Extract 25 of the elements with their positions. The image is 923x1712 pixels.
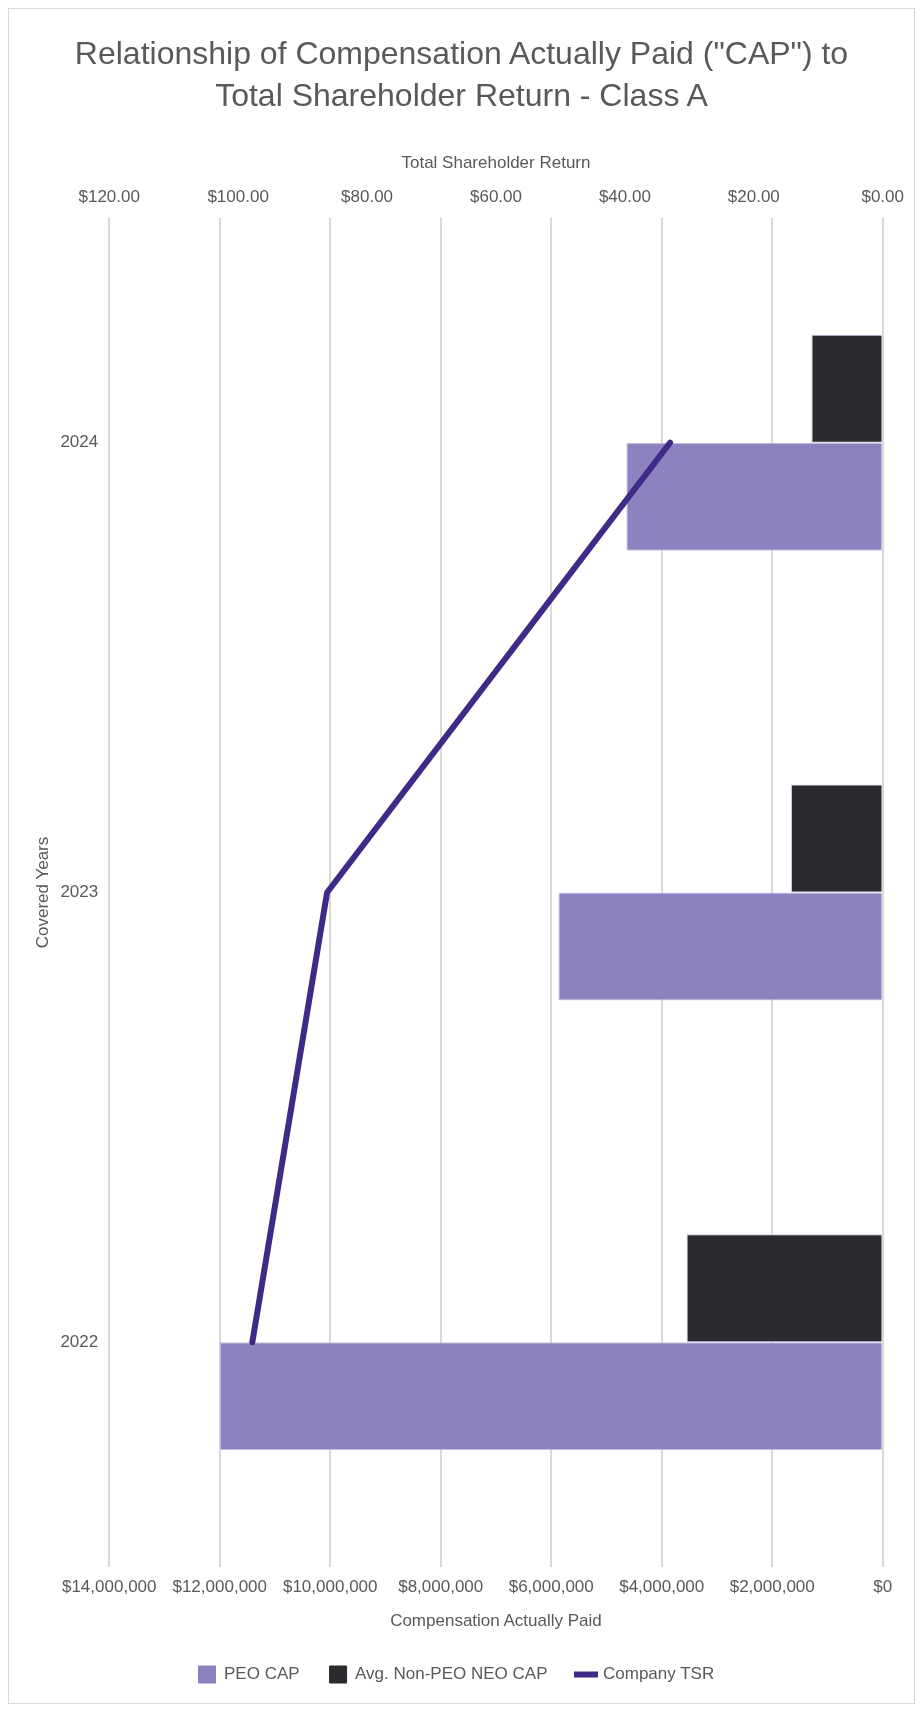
- x-tick-label: $6,000,000: [508, 1577, 594, 1597]
- x-tick-label: $4,000,000: [619, 1577, 705, 1597]
- x-tick-label: $0: [873, 1577, 893, 1597]
- y-tick-label: 2022: [60, 1331, 99, 1351]
- y-tick-label: 2024: [60, 432, 99, 452]
- x-tick-label: $12,000,000: [172, 1577, 267, 1597]
- legend-label: Avg. Non-PEO NEO CAP: [355, 1664, 548, 1684]
- x2-tick-label: $20.00: [727, 187, 780, 207]
- x2-tick-label: $120.00: [78, 187, 140, 207]
- legend-label: PEO CAP: [224, 1664, 300, 1684]
- x-tick-label: $2,000,000: [729, 1577, 815, 1597]
- x2-tick-label: $60.00: [469, 187, 522, 207]
- x-tick-label: $10,000,000: [282, 1577, 378, 1597]
- chart-title: Relationship of Compensation Actually Paid ("CAP") to Total Shareholder Return - Class A: [73, 34, 850, 115]
- x2-tick-label: $0.00: [861, 187, 904, 207]
- y-axis-title: Covered Years: [32, 836, 52, 949]
- y-tick-label: 2023: [60, 882, 99, 902]
- x2-tick-label: $80.00: [341, 187, 394, 207]
- x2-tick-label: $40.00: [598, 187, 651, 207]
- x-tick-label: $8,000,000: [398, 1577, 484, 1597]
- x-axis-title: Compensation Actually Paid: [390, 1611, 602, 1631]
- legend-label: Company TSR: [603, 1664, 715, 1684]
- x2-axis-title: Total Shareholder Return: [401, 152, 591, 172]
- x-tick-label: $14,000,000: [61, 1577, 157, 1597]
- x2-tick-label: $100.00: [207, 187, 269, 207]
